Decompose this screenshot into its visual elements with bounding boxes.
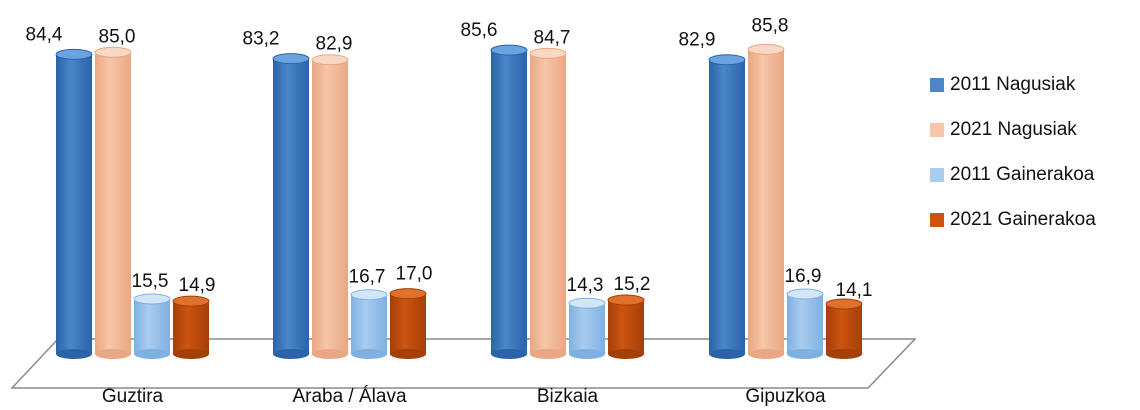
legend-swatch-2011-nagusiak: [930, 78, 944, 92]
data-label-2011-nagusiak-bizkaia: 85,6: [461, 20, 498, 41]
bar-2011-gainerakoa-araba-lava: [350, 289, 388, 359]
data-label-2021-nagusiak-guztira: 85,0: [99, 26, 136, 47]
bar-2021-gainerakoa-guztira: [172, 295, 210, 359]
legend: 2011 Nagusiak 2021 Nagusiak 2011 Gainera…: [930, 74, 1135, 254]
category-label-1: Araba / Álava: [292, 386, 406, 407]
data-label-2021-nagusiak-araba-lava: 82,9: [316, 34, 353, 55]
data-label-2021-nagusiak-bizkaia: 84,7: [534, 27, 571, 48]
data-label-2011-nagusiak-guztira: 84,4: [26, 24, 63, 45]
legend-item-2011-nagusiak: 2011 Nagusiak: [930, 74, 1135, 96]
bar-2011-nagusiak-guztira: [55, 48, 93, 359]
data-label-2021-gainerakoa-guztira: 14,9: [179, 275, 216, 296]
category-label-2: Bizkaia: [537, 386, 599, 407]
legend-label-2021-nagusiak: 2021 Nagusiak: [950, 119, 1077, 140]
data-label-2021-gainerakoa-gipuzkoa: 14,1: [836, 280, 873, 301]
bar-2011-nagusiak-bizkaia: [490, 44, 528, 359]
legend-label-2011-gainerakoa: 2011 Gainerakoa: [950, 164, 1095, 185]
bar-2021-nagusiak-bizkaia: [529, 47, 567, 359]
bar-2021-gainerakoa-bizkaia: [607, 294, 645, 359]
legend-swatch-2021-nagusiak: [930, 123, 944, 137]
category-labels-layer: Guztira Araba / Álava Bizkaia Gipuzkoa: [102, 386, 826, 407]
data-label-2011-gainerakoa-araba-lava: 16,7: [349, 267, 386, 288]
bar-2011-gainerakoa-guztira: [133, 293, 171, 359]
category-label-0: Guztira: [102, 386, 164, 407]
data-labels-layer: 84,4 85,0 15,5 14,9 83,2 82,9 16,7 17,0 85,6 84,7…: [26, 15, 873, 301]
data-label-2021-nagusiak-gipuzkoa: 85,8: [752, 15, 789, 36]
data-label-2021-gainerakoa-araba-lava: 17,0: [396, 264, 433, 285]
bar-2011-nagusiak-araba-lava: [272, 53, 310, 359]
legend-item-2021-nagusiak: 2021 Nagusiak: [930, 119, 1135, 141]
data-label-2011-gainerakoa-guztira: 15,5: [132, 271, 169, 292]
legend-swatch-2011-gainerakoa: [930, 168, 944, 182]
data-label-2011-nagusiak-araba-lava: 83,2: [243, 29, 280, 50]
bar-2021-nagusiak-araba-lava: [311, 54, 349, 359]
bar-2011-nagusiak-gipuzkoa: [708, 54, 746, 359]
legend-swatch-2021-gainerakoa: [930, 213, 944, 227]
bar-2021-gainerakoa-gipuzkoa: [825, 298, 863, 359]
bars-layer: [55, 43, 863, 359]
bar-2011-gainerakoa-bizkaia: [568, 297, 606, 359]
data-label-2021-gainerakoa-bizkaia: 15,2: [614, 274, 651, 295]
legend-item-2011-gainerakoa: 2011 Gainerakoa: [930, 164, 1135, 186]
data-label-2011-nagusiak-gipuzkoa: 82,9: [679, 30, 716, 51]
bar-2011-gainerakoa-gipuzkoa: [786, 288, 824, 359]
bar-2021-nagusiak-gipuzkoa: [747, 43, 785, 359]
legend-item-2021-gainerakoa: 2021 Gainerakoa: [930, 209, 1135, 231]
chart-floor: [10, 338, 917, 389]
bar-2021-gainerakoa-araba-lava: [389, 288, 427, 359]
legend-label-2011-nagusiak: 2011 Nagusiak: [950, 74, 1076, 95]
legend-label-2021-gainerakoa: 2021 Gainerakoa: [950, 209, 1096, 230]
bar-2021-nagusiak-guztira: [94, 46, 132, 359]
category-label-3: Gipuzkoa: [745, 386, 826, 407]
data-label-2011-gainerakoa-gipuzkoa: 16,9: [785, 266, 822, 287]
data-label-2011-gainerakoa-bizkaia: 14,3: [567, 275, 604, 296]
